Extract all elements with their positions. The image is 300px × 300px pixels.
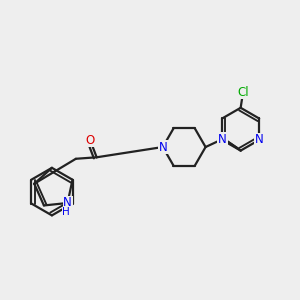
Text: N: N [63, 196, 72, 209]
Text: H: H [62, 208, 70, 218]
Text: Cl: Cl [237, 86, 249, 99]
Text: N: N [255, 134, 264, 146]
Text: N: N [158, 140, 167, 154]
Text: N: N [218, 134, 226, 146]
Text: O: O [85, 134, 95, 147]
Text: N: N [219, 132, 228, 145]
